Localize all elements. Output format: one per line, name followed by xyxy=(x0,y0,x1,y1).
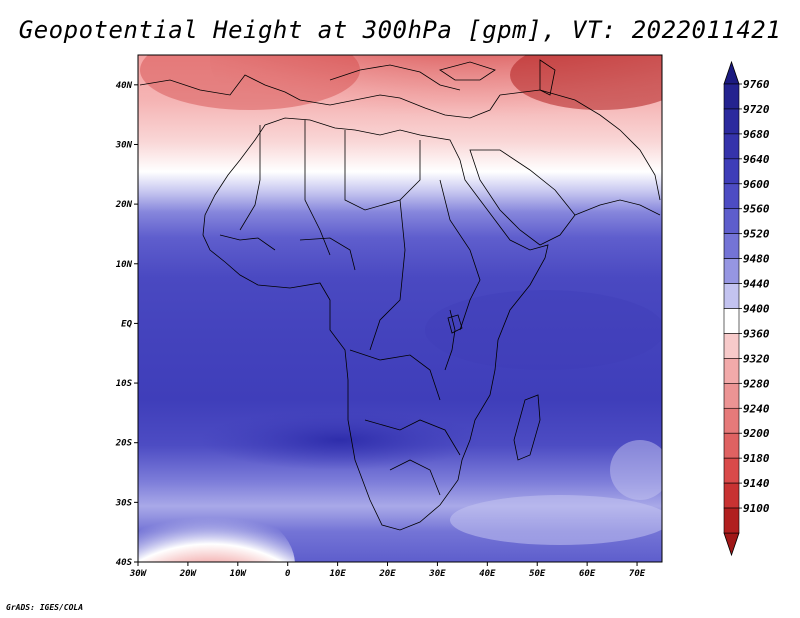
lon-tick-label: 50E xyxy=(529,569,546,579)
latitude-axis: 40N 30N 20N 10N EQ 10S 20S 30S 40S xyxy=(115,81,138,568)
colorbar-label: 9320 xyxy=(743,352,770,365)
lon-tick-label: 60E xyxy=(579,569,596,579)
lon-tick-label: 10W xyxy=(230,569,248,579)
lon-tick-label: 20E xyxy=(378,569,396,579)
colorbar-label: 9240 xyxy=(743,402,770,415)
plot-frame xyxy=(137,54,663,563)
lon-tick-label: 0 xyxy=(285,569,291,579)
lat-tick-label: 40N xyxy=(116,81,133,91)
colorbar-swatch xyxy=(723,482,740,509)
colorbar-label: 9520 xyxy=(743,228,770,241)
colorbar-swatch xyxy=(723,233,740,259)
colorbar-label: 9640 xyxy=(743,153,770,166)
lat-tick-label: 40S xyxy=(116,558,133,568)
colorbar-swatch xyxy=(723,383,740,409)
colorbar-swatch xyxy=(723,108,740,135)
colorbar: 9760 9720 9680 9640 9600 9560 9520 9480 9440 9400… xyxy=(723,60,770,557)
colorbar-swatch xyxy=(723,507,740,534)
colorbar-label: 9360 xyxy=(743,327,770,340)
colorbar-swatch xyxy=(723,83,740,110)
colorbar-label: 9180 xyxy=(743,452,770,465)
lon-tick-label: 70E xyxy=(629,569,646,579)
colorbar-label: 9560 xyxy=(743,203,770,216)
colorbar-bottom-arrow xyxy=(723,532,740,557)
colorbar-label: 9680 xyxy=(743,128,770,141)
colorbar-swatch xyxy=(723,432,740,459)
map-title: Geopotential Height at 300hPa [gpm], VT:… xyxy=(18,16,782,44)
colorbar-swatch xyxy=(723,283,740,309)
lat-tick-label: EQ xyxy=(121,319,132,329)
colorbar-top-arrow xyxy=(723,60,740,85)
lat-tick-label: 10N xyxy=(116,260,133,270)
lat-tick-label: 20N xyxy=(115,200,133,210)
colorbar-swatch xyxy=(723,133,740,160)
lon-tick-label: 30W xyxy=(129,569,148,579)
colorbar-label: 9100 xyxy=(743,502,770,515)
credit-label: GrADS: IGES/COLA xyxy=(6,603,84,612)
colorbar-swatch xyxy=(723,308,740,334)
colorbar-label: 9400 xyxy=(743,303,770,316)
colorbar-swatch xyxy=(723,333,740,359)
lat-tick-label: 30S xyxy=(115,498,133,508)
colorbar-swatch xyxy=(723,183,740,210)
lat-tick-label: 30N xyxy=(115,140,133,150)
lon-tick-label: 40E xyxy=(479,569,496,579)
lon-tick-label: 20W xyxy=(179,569,198,579)
colorbar-swatch xyxy=(723,457,740,484)
colorbar-label: 9600 xyxy=(743,178,770,191)
colorbar-swatch xyxy=(723,258,740,284)
coastline-outlines xyxy=(139,59,661,531)
lon-tick-label: 30E xyxy=(428,569,446,579)
colorbar-label: 9200 xyxy=(743,427,770,440)
colorbar-label: 9280 xyxy=(743,377,770,390)
colorbar-swatch xyxy=(723,158,740,185)
lat-tick-label: 20S xyxy=(115,439,133,449)
colorbar-label: 9760 xyxy=(743,78,770,91)
colorbar-label: 9440 xyxy=(743,278,770,291)
colorbar-swatch xyxy=(723,358,740,384)
colorbar-swatch xyxy=(723,407,740,434)
longitude-axis: 30W 20W 10W 0 10E 20E 30E 40E 50E 60E 70E xyxy=(129,562,646,579)
lat-tick-label: 10S xyxy=(116,379,133,389)
colorbar-label: 9720 xyxy=(743,103,770,116)
colorbar-label: 9480 xyxy=(743,253,770,266)
lon-tick-label: 10E xyxy=(329,569,346,579)
colorbar-label: 9140 xyxy=(743,477,770,490)
colorbar-swatch xyxy=(723,208,740,234)
